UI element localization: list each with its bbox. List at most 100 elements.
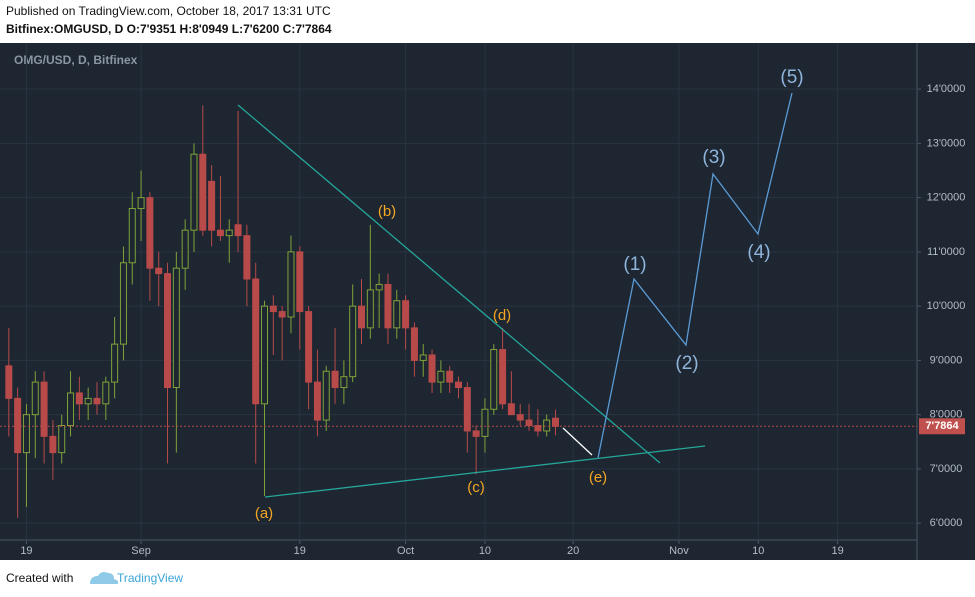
candle-body: [40, 381, 48, 437]
last-price-label: 7'7864: [925, 420, 959, 432]
candle-body: [278, 311, 286, 318]
candle-body: [128, 207, 136, 264]
candle-body: [437, 370, 445, 383]
candle-body: [225, 229, 233, 237]
candle-body: [410, 327, 418, 361]
chart-title: OMG/USD, D, Bitfinex: [14, 53, 138, 67]
wave-label: (d): [493, 307, 511, 324]
candle-body: [199, 153, 207, 231]
wave-label: (b): [378, 203, 396, 220]
x-tick-label: 10: [752, 545, 764, 557]
candle-body: [331, 370, 339, 389]
candle-body: [428, 354, 436, 383]
wave-label: (5): [780, 67, 803, 88]
y-tick-label: 13'0000: [927, 137, 966, 149]
candle-body: [172, 267, 180, 389]
candle-body: [93, 397, 101, 405]
candle-body: [22, 414, 30, 454]
trendline: [264, 445, 706, 498]
y-tick-label: 7'0000: [930, 463, 963, 475]
candle-body: [455, 381, 462, 389]
candle-body: [516, 414, 524, 421]
wave-label: (a): [255, 505, 273, 522]
candle-body: [119, 262, 127, 345]
candle-body: [419, 354, 427, 361]
wave-label: (1): [623, 254, 646, 275]
candle-body: [551, 417, 559, 427]
y-tick-label: 14'0000: [927, 83, 966, 95]
wave-label: (c): [467, 479, 485, 496]
y-tick-label: 6'0000: [930, 517, 963, 529]
candle-body: [534, 425, 542, 432]
x-tick-label: 10: [479, 545, 491, 557]
candle-body: [208, 180, 216, 231]
candle-body: [463, 387, 471, 432]
wave-label: (2): [675, 353, 698, 374]
candle-body: [137, 197, 145, 209]
x-tick-label: Nov: [669, 545, 689, 557]
y-tick-label: 8'0000: [930, 409, 963, 421]
candle-body: [146, 197, 154, 269]
candle-body: [155, 267, 163, 275]
candle-body: [472, 430, 480, 437]
footer-text: Created with: [6, 571, 73, 585]
candle-body: [14, 397, 22, 454]
candle-body: [49, 435, 57, 454]
candle-body: [269, 305, 277, 313]
last-price-box: [919, 418, 965, 435]
candle-body: [340, 376, 348, 389]
y-tick-label: 9'0000: [930, 354, 963, 366]
candle-body: [102, 381, 110, 405]
candle-body: [402, 300, 410, 329]
x-tick-label: Sep: [131, 545, 151, 557]
candle-body: [499, 349, 507, 405]
brand[interactable]: TradingView: [117, 571, 183, 585]
candle-body: [261, 305, 269, 405]
x-tick-label: Oct: [397, 545, 414, 557]
candle-body: [75, 392, 83, 405]
wave-label: (3): [702, 147, 725, 168]
logo: [90, 572, 119, 584]
x-tick-label: 20: [567, 545, 579, 557]
candle-body: [287, 251, 295, 318]
candle-body: [366, 289, 374, 329]
trendline: [237, 104, 661, 464]
candle-body: [313, 381, 321, 421]
candle-body: [393, 300, 401, 329]
wave-label: (e): [589, 469, 607, 486]
candle-body: [216, 229, 224, 237]
candle-body: [446, 370, 454, 383]
candle-body: [543, 419, 551, 432]
candle-body: [507, 403, 515, 416]
drawings: (a) (b) (c) (d) (e) (1) (2) (3) (4) (5): [237, 67, 804, 522]
candle-body: [58, 425, 66, 454]
candle-body: [349, 305, 357, 378]
candle-body: [322, 370, 330, 421]
candles: [5, 105, 559, 518]
candle-body: [243, 235, 251, 280]
projection: [562, 427, 593, 456]
chart-bg: [0, 43, 975, 560]
x-tick-label: 19: [294, 545, 306, 557]
candle-body: [296, 251, 304, 313]
candle-body: [252, 278, 260, 405]
y-tick-label: 12'0000: [927, 192, 966, 204]
candle-body: [5, 365, 13, 399]
wave-label: (4): [747, 242, 770, 263]
candle-body: [384, 283, 392, 329]
candle-body: [375, 283, 383, 291]
candle-body: [181, 229, 189, 269]
x-tick-label: 19: [832, 545, 844, 557]
candle-body: [481, 408, 489, 437]
candle-body: [490, 349, 498, 410]
published: Published on TradingView.com, October 18…: [6, 4, 331, 18]
candle-body: [67, 392, 75, 427]
projection: [597, 92, 793, 459]
candle-body: [525, 419, 533, 427]
candle-body: [84, 397, 92, 405]
symbol-line: Bitfinex:OMGUSD, D O:7'9351 H:8'0949 L:7…: [6, 22, 332, 36]
x-tick-label: 19: [20, 545, 32, 557]
y-tick-label: 11'0000: [927, 246, 965, 258]
y-tick-label: 10'0000: [927, 300, 966, 312]
